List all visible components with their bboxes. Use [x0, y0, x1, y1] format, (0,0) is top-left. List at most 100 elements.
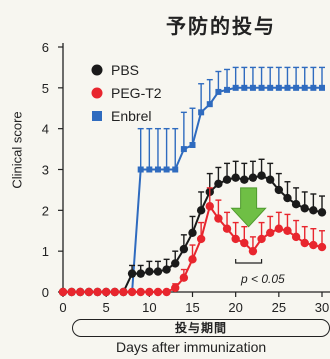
pbs-point	[317, 208, 327, 217]
peg-t2-point	[188, 255, 197, 264]
peg-t2-point	[291, 232, 301, 242]
legend-marker-enbrel	[92, 111, 102, 121]
pbs-point	[257, 171, 266, 180]
peg-t2-point	[248, 246, 258, 256]
pbs-point	[274, 185, 284, 195]
peg-t2-point	[153, 287, 163, 297]
pbs-point	[291, 200, 301, 209]
enbrel-point	[267, 84, 274, 91]
enbrel-point	[319, 84, 325, 91]
peg-t2-point	[84, 287, 94, 297]
peg-t2-point	[214, 214, 223, 223]
peg-t2-point	[240, 238, 249, 248]
enbrel-point	[293, 84, 300, 91]
pbs-point	[188, 228, 197, 237]
pbs-point	[153, 267, 163, 276]
enbrel-point	[172, 166, 179, 173]
peg-t2-point	[222, 224, 232, 233]
enbrel-point	[284, 84, 291, 91]
enbrel-point	[154, 166, 161, 173]
chart-title: 予防的投与	[166, 14, 276, 38]
enbrel-point	[232, 84, 239, 91]
enbrel-point	[310, 84, 317, 91]
peg-t2-point	[309, 240, 318, 250]
pbs-point	[240, 175, 249, 184]
y-tick-label: 2	[42, 203, 49, 218]
y-tick-label: 5	[42, 81, 49, 96]
pbs-point	[179, 244, 189, 254]
peg-t2-point	[171, 283, 180, 293]
enbrel-point	[146, 166, 153, 173]
p-value-annotation: p < 0.05	[241, 272, 285, 286]
enbrel-point	[189, 142, 196, 148]
peg-t2-point	[76, 287, 85, 297]
y-tick-label: 1	[42, 244, 49, 259]
peg-t2-point	[145, 287, 154, 297]
pbs-point	[248, 173, 258, 182]
enbrel-point	[137, 166, 144, 173]
significance-bracket	[235, 259, 263, 264]
peg-t2-point	[317, 242, 327, 252]
x-tick-label: 10	[142, 300, 156, 315]
peg-t2-point	[119, 287, 128, 297]
y-tick-label: 3	[42, 163, 49, 178]
peg-t2-point	[283, 226, 292, 235]
enbrel-point	[241, 84, 248, 91]
pbs-point	[231, 173, 240, 182]
peg-t2-point	[274, 224, 284, 233]
peg-t2-point	[136, 287, 145, 297]
enbrel-point	[215, 88, 222, 95]
peg-t2-point	[127, 287, 137, 297]
legend-label-peg-t2: PEG-T2	[111, 85, 162, 101]
enbrel-point	[180, 146, 187, 153]
peg-t2-point	[58, 287, 68, 297]
peg-t2-point	[93, 287, 102, 297]
pbs-point	[145, 267, 154, 276]
enbrel-point	[198, 109, 205, 116]
decrease-arrow-icon	[230, 187, 267, 228]
peg-t2-point	[196, 234, 206, 244]
peg-t2-point	[67, 287, 76, 297]
peg-t2-point	[266, 228, 275, 237]
x-tick-label: 5	[103, 300, 110, 315]
enbrel-point	[224, 86, 231, 93]
legend-label-enbrel: Enbrel	[111, 108, 151, 124]
pbs-point	[171, 259, 180, 268]
y-tick-label: 6	[42, 40, 49, 55]
x-tick-label: 25	[272, 300, 286, 315]
peg-t2-point	[101, 287, 111, 297]
enbrel-point	[163, 166, 170, 173]
legend-marker-peg-t2	[91, 87, 103, 99]
pbs-point	[309, 206, 318, 215]
pbs-point	[214, 179, 223, 188]
pbs-point	[266, 175, 275, 184]
x-tick-label: 20	[228, 300, 242, 315]
pbs-point	[283, 193, 292, 203]
x-tick-label: 30	[315, 300, 329, 315]
peg-t2-point	[179, 273, 189, 282]
peg-t2-point	[110, 287, 120, 297]
peg-t2-point	[257, 234, 266, 244]
y-tick-label: 0	[42, 285, 49, 300]
legend-label-pbs: PBS	[111, 62, 139, 78]
enbrel-point	[258, 84, 265, 91]
enbrel-point	[301, 84, 308, 91]
legend-marker-pbs	[91, 64, 103, 76]
peg-t2-point	[162, 287, 171, 297]
pbs-point	[300, 204, 309, 213]
pbs-point	[162, 265, 171, 274]
x-tick-label: 15	[185, 300, 199, 315]
y-tick-label: 4	[42, 122, 49, 137]
pbs-point	[196, 206, 206, 215]
peg-t2-point	[300, 238, 309, 248]
pbs-point	[222, 175, 232, 184]
enbrel-point	[249, 84, 256, 91]
pbs-point	[136, 269, 145, 278]
treatment-period-label: 投与期間	[72, 319, 330, 337]
enbrel-point	[275, 84, 282, 91]
y-axis-label: Clinical score	[9, 111, 25, 189]
peg-t2-point	[205, 202, 214, 211]
pbs-point	[127, 269, 137, 278]
x-tick-label: 0	[59, 300, 66, 315]
